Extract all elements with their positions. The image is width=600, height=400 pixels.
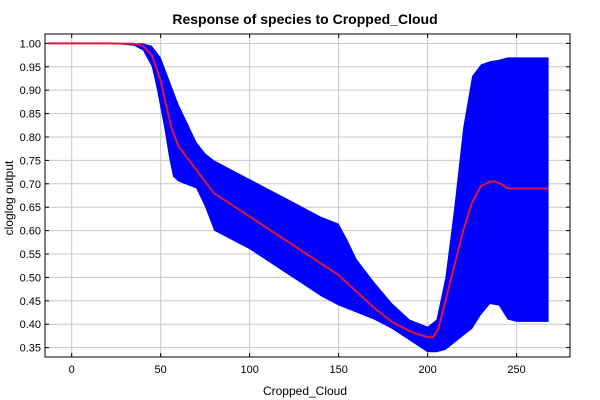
x-axis-label: Cropped_Cloud	[263, 384, 347, 398]
y-axis-label: cloglog output	[2, 160, 16, 235]
y-tick-label: 0.45	[20, 296, 41, 308]
axis-ticks: 0 50 100 150 200 250 0.35 0.40 0.45 0.50 0.55 0.60 0…	[20, 34, 570, 376]
y-tick-label: 0.95	[20, 62, 41, 74]
confidence-band	[48, 43, 549, 353]
y-tick-label: 0.55	[20, 249, 41, 261]
y-tick-label: 0.90	[20, 85, 41, 97]
y-tick-label: 1.00	[20, 38, 41, 50]
x-tick-label: 200	[418, 364, 436, 376]
y-tick-label: 0.75	[20, 155, 41, 167]
y-tick-label: 0.50	[20, 272, 41, 284]
x-tick-label: 150	[329, 364, 347, 376]
x-tick-label: 250	[507, 364, 525, 376]
x-tick-label: 0	[69, 364, 75, 376]
y-tick-label: 0.40	[20, 319, 41, 331]
x-tick-label: 50	[155, 364, 167, 376]
y-tick-label: 0.80	[20, 132, 41, 144]
x-tick-label: 100	[240, 364, 258, 376]
y-tick-label: 0.60	[20, 226, 41, 238]
y-tick-label: 0.35	[20, 343, 41, 355]
mean-response-line	[48, 42, 549, 339]
y-tick-label: 0.70	[20, 179, 41, 191]
y-tick-label: 0.65	[20, 202, 41, 214]
plot-frame	[44, 33, 571, 358]
chart-title: Response of species to Cropped_Cloud	[172, 11, 437, 27]
y-tick-label: 0.85	[20, 109, 41, 121]
